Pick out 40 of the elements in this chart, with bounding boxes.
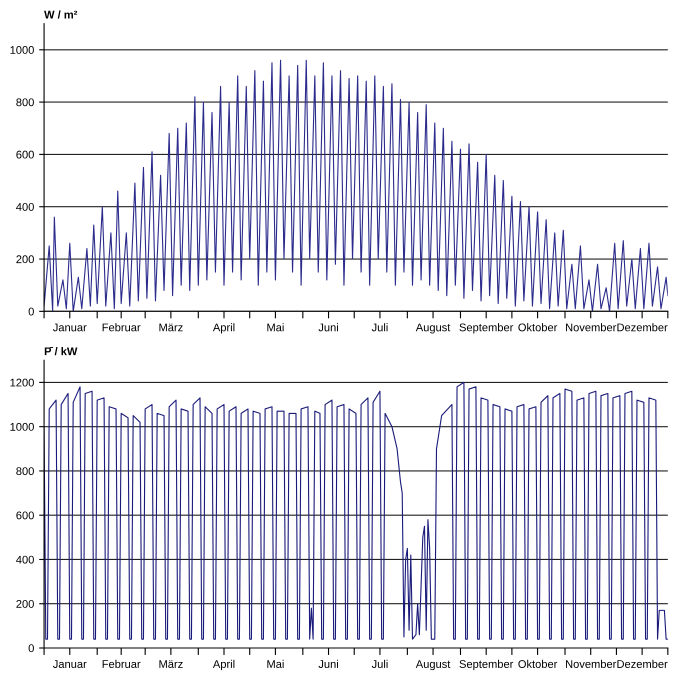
x-tick-label: Januar bbox=[52, 660, 87, 668]
x-tick-label: Oktober bbox=[518, 660, 558, 668]
y-tick-label: 200 bbox=[16, 255, 34, 264]
y-tick-label: 1000 bbox=[10, 46, 34, 54]
y-tick-label: 200 bbox=[16, 600, 34, 608]
y-tick-label: 800 bbox=[16, 467, 34, 476]
x-tick-label: März bbox=[159, 660, 183, 668]
x-tick-label: November bbox=[566, 323, 616, 332]
x-tick-label: Mai bbox=[267, 323, 284, 332]
x-tick-label: Februar bbox=[102, 660, 140, 668]
x-tick-label: August bbox=[416, 660, 450, 670]
x-tick-label: Oktober bbox=[518, 323, 558, 332]
y-tick-label: 0 bbox=[28, 644, 34, 652]
x-tick-label: Mai bbox=[267, 660, 284, 668]
y-tick-label: 600 bbox=[16, 150, 34, 159]
y-tick-label: 1200 bbox=[10, 378, 34, 387]
y-tick-label: 1000 bbox=[10, 422, 34, 431]
x-tick-label: Februar bbox=[102, 323, 140, 332]
x-tick-label: September bbox=[460, 660, 514, 670]
y-tick-label: 400 bbox=[16, 202, 34, 211]
y-axis-title: W / m² bbox=[44, 10, 78, 19]
x-tick-label: November bbox=[566, 660, 616, 668]
x-tick-label: Januar bbox=[52, 324, 87, 332]
y-tick-label: 800 bbox=[16, 98, 34, 106]
y-tick-label: 600 bbox=[16, 511, 34, 520]
line-series bbox=[44, 382, 668, 640]
x-tick-label: September bbox=[460, 323, 514, 334]
x-tick-label: Dezember bbox=[617, 323, 668, 332]
x-tick-label: Dezember bbox=[617, 660, 668, 668]
x-tick-label: Juli bbox=[372, 323, 388, 332]
x-tick-label: Juli bbox=[372, 660, 388, 668]
x-tick-label: April bbox=[212, 660, 234, 670]
x-tick-label: April bbox=[212, 323, 234, 334]
x-tick-label: August bbox=[416, 324, 450, 334]
y-tick-label: 0 bbox=[28, 308, 34, 316]
y-axis-title: P̄ / kW bbox=[44, 347, 78, 356]
y-tick-label: 400 bbox=[16, 556, 34, 564]
x-tick-label: März bbox=[159, 324, 183, 332]
x-tick-label: Juni bbox=[318, 323, 338, 332]
x-tick-label: Juni bbox=[318, 660, 338, 668]
